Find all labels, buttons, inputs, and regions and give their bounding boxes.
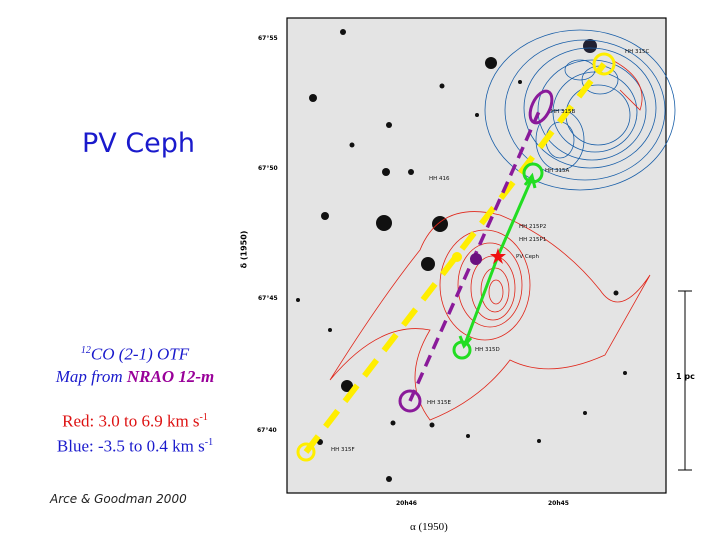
scale-bar: [678, 290, 692, 471]
blue-range: Blue: -3.5 to 0.4 km s: [56, 436, 205, 456]
ra-tick: 20h45: [548, 500, 569, 507]
dec-tick: 67°40: [257, 427, 277, 434]
object-label: HH 315C: [625, 49, 650, 55]
pv-ceph-star-icon: [490, 248, 506, 264]
outflow-yellow: [296, 52, 616, 462]
object-label: HH 315A: [545, 168, 570, 174]
red-contours: [329, 59, 651, 421]
dec-tick: 67°55: [258, 35, 278, 42]
outflow-purple: [398, 89, 554, 413]
object-label: PV Ceph: [516, 254, 540, 260]
dec-tick: 67°50: [258, 165, 278, 172]
object-label: HH 315F: [331, 447, 355, 453]
ra-tick: 20h46: [396, 500, 417, 507]
slide-title: PV Ceph: [82, 128, 196, 159]
map-description: 12CO (2-1) OTF Map from NRAO 12-m: [40, 340, 230, 388]
map-line2: Map from: [55, 366, 127, 386]
telescope-name: NRAO 12-m: [126, 366, 215, 386]
outflow-green: [452, 162, 544, 360]
object-label: HH 315B: [551, 109, 576, 115]
object-label: HH 416: [429, 176, 450, 182]
object-label: HH 215P1: [519, 237, 547, 243]
velocity-ranges: Red: 3.0 to 6.9 km s-1 Blue: -3.5 to 0.4…: [30, 407, 240, 456]
dec-tick: 67°45: [258, 295, 278, 302]
map-line1: CO (2-1) OTF: [90, 344, 190, 364]
citation: Arce & Goodman 2000: [50, 492, 187, 506]
object-label: HH 215P2: [519, 224, 547, 230]
red-range: Red: 3.0 to 6.9 km s: [62, 411, 200, 431]
object-label: HH 315D: [475, 347, 500, 353]
isotope-superscript: 12: [80, 345, 91, 356]
unit-exponent: -1: [199, 412, 208, 423]
object-label: HH 315E: [427, 400, 451, 406]
stars: [296, 29, 627, 482]
dec-axis-label: δ (1950): [239, 230, 249, 269]
scale-bar-label: 1 pc: [676, 372, 695, 381]
ra-axis-label: α (1950): [410, 521, 448, 533]
unit-exponent: -1: [204, 436, 214, 448]
